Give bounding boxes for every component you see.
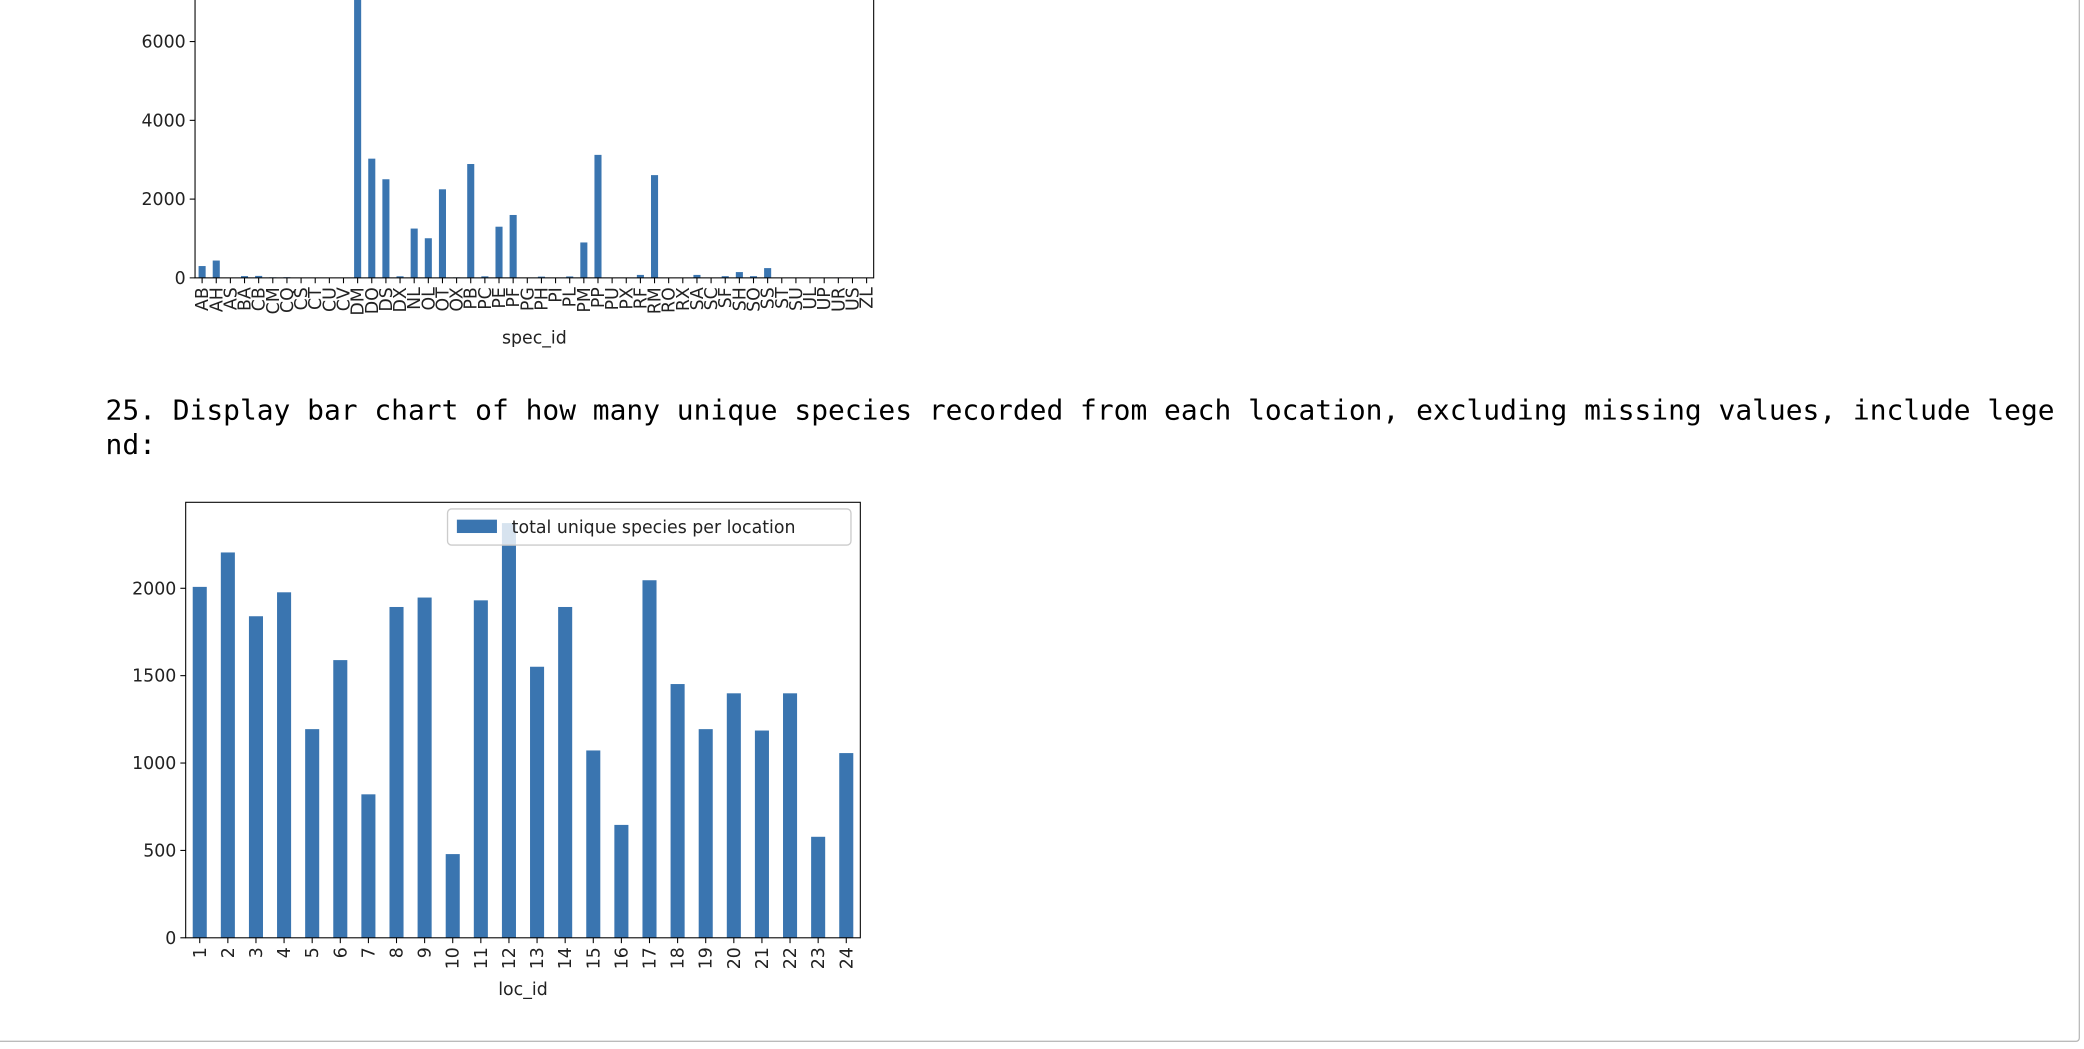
x-tick-label: 8 [388,947,408,958]
x-tick-label: 1 [191,947,211,958]
legend-label: total unique species per location [512,518,796,538]
x-tick-label: 18 [669,947,689,969]
x-tick-label: 3 [247,947,267,958]
x-tick-label: 14 [556,947,576,969]
bar [699,729,713,938]
x-axis-label: loc_id [498,980,548,1000]
bar [361,794,375,937]
x-tick-label: 21 [753,947,773,969]
legend-swatch [457,520,497,533]
bar [755,731,769,938]
x-tick-label: 5 [303,947,323,958]
bar [671,684,685,938]
bar [727,693,741,937]
bar [839,753,853,938]
bar [474,600,488,937]
bar [389,607,403,938]
x-tick-label: 6 [331,947,351,958]
bar [221,552,235,937]
bar [305,729,319,938]
x-tick-label: 9 [416,947,436,958]
bar [502,523,516,938]
bar [558,607,572,938]
x-tick-label: 17 [641,947,661,969]
bar [333,660,347,938]
x-tick-label: 24 [837,947,857,969]
y-tick-label: 0 [165,929,176,949]
x-tick-label: 4 [275,947,295,958]
x-tick-label: 7 [359,947,379,958]
x-tick-label: 15 [584,947,604,969]
x-tick-label: 23 [809,947,829,969]
bar [586,750,600,937]
bar [811,837,825,938]
bar [783,693,797,937]
bar [446,854,460,938]
y-tick-label: 2000 [132,579,176,599]
x-tick-label: 10 [444,947,464,969]
bar [642,580,656,938]
y-tick-label: 1500 [132,667,176,687]
x-tick-label: 11 [472,947,492,969]
y-tick-label: 1000 [132,754,176,774]
bar [418,598,432,938]
bar [277,592,291,938]
x-tick-label: 2 [219,947,239,958]
x-tick-label: 19 [697,947,717,969]
bar [249,616,263,938]
bar [530,667,544,938]
y-tick-label: 500 [143,841,176,861]
x-tick-label: 12 [500,947,520,969]
bar [614,825,628,938]
x-tick-label: 13 [528,947,548,969]
x-tick-label: 20 [725,947,745,969]
bar [193,587,207,938]
x-tick-label: 16 [612,947,632,969]
x-tick-label: 22 [781,947,801,969]
